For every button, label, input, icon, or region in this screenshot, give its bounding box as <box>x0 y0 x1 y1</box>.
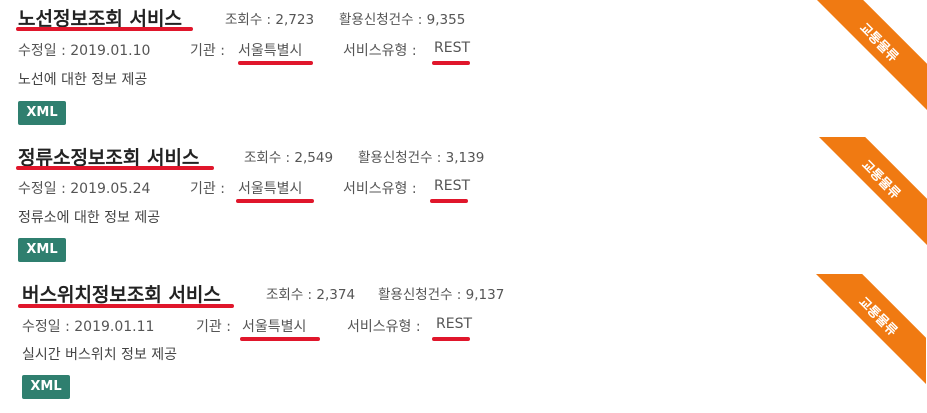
service-title[interactable]: 버스위치정보조회 서비스 <box>22 284 221 306</box>
service-title[interactable]: 정류소정보조회 서비스 <box>18 147 200 169</box>
service-card-2: 정류소정보조회 서비스 조회수 : 2,549 활용신청건수 : 3,139 수… <box>0 137 927 269</box>
category-ribbon <box>819 137 927 247</box>
service-type-value: REST <box>434 178 471 194</box>
service-type-label: 서비스유형 : <box>343 181 417 197</box>
service-type-value: REST <box>436 316 473 332</box>
org-value: 서울특별시 <box>242 319 307 335</box>
application-count: 활용신청건수 : 3,139 <box>358 150 485 166</box>
service-type-label: 서비스유형 : <box>347 319 421 335</box>
service-description: 실시간 버스위치 정보 제공 <box>22 347 178 363</box>
org-label: 기관 : <box>196 319 231 335</box>
service-type-value: REST <box>434 40 471 56</box>
service-description: 노선에 대한 정보 제공 <box>18 72 148 88</box>
xml-format-badge[interactable]: XML <box>22 375 70 399</box>
org-value: 서울특별시 <box>238 181 303 197</box>
type-underline <box>432 337 470 341</box>
xml-format-badge[interactable]: XML <box>18 238 66 262</box>
service-type-label: 서비스유형 : <box>343 43 417 59</box>
view-count: 조회수 : 2,549 <box>244 150 334 166</box>
org-underline <box>236 199 314 203</box>
org-underline <box>240 337 320 341</box>
service-title[interactable]: 노선정보조회 서비스 <box>18 8 182 30</box>
xml-format-badge[interactable]: XML <box>18 101 66 125</box>
application-count: 활용신청건수 : 9,355 <box>339 12 466 28</box>
type-underline <box>432 61 470 65</box>
application-count: 활용신청건수 : 9,137 <box>378 287 505 303</box>
service-card-1: 노선정보조회 서비스 조회수 : 2,723 활용신청건수 : 9,355 수정… <box>0 0 927 132</box>
org-label: 기관 : <box>190 181 225 197</box>
modified-date: 수정일 : 2019.01.10 <box>18 43 151 59</box>
modified-date: 수정일 : 2019.05.24 <box>18 181 151 197</box>
modified-date: 수정일 : 2019.01.11 <box>22 319 155 335</box>
view-count: 조회수 : 2,374 <box>266 287 356 303</box>
category-ribbon <box>816 274 926 384</box>
title-underline <box>16 166 214 170</box>
org-underline <box>238 61 313 65</box>
title-underline <box>18 304 234 308</box>
category-ribbon <box>817 0 927 110</box>
type-underline <box>430 199 468 203</box>
view-count: 조회수 : 2,723 <box>225 12 315 28</box>
org-value: 서울특별시 <box>238 43 303 59</box>
org-label: 기관 : <box>190 43 225 59</box>
service-card-3: 버스위치정보조회 서비스 조회수 : 2,374 활용신청건수 : 9,137 … <box>0 274 927 406</box>
title-underline <box>16 27 193 31</box>
service-description: 정류소에 대한 정보 제공 <box>18 210 161 226</box>
